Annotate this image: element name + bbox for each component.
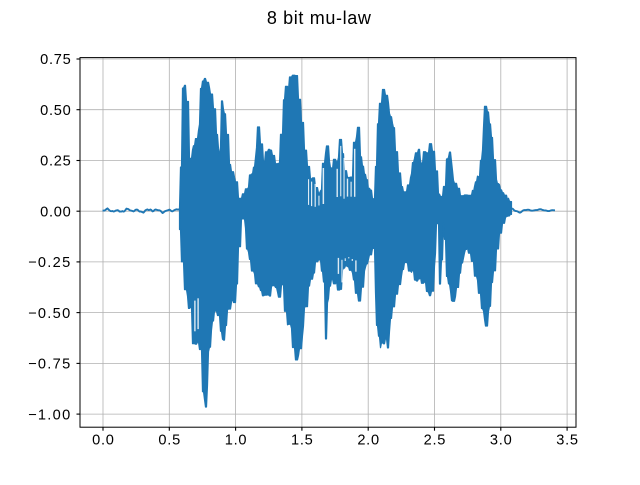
svg-text:0.5: 0.5 [158, 432, 181, 448]
svg-text:0.50: 0.50 [40, 103, 71, 119]
svg-text:2.5: 2.5 [424, 432, 447, 448]
svg-text:0.0: 0.0 [92, 432, 115, 448]
svg-text:1.5: 1.5 [291, 432, 314, 448]
svg-text:0.00: 0.00 [40, 204, 71, 220]
svg-text:0.25: 0.25 [40, 154, 71, 170]
svg-text:0.75: 0.75 [40, 52, 71, 68]
svg-text:−0.50: −0.50 [28, 306, 71, 322]
svg-text:2.0: 2.0 [357, 432, 380, 448]
svg-text:3.5: 3.5 [556, 432, 579, 448]
svg-text:3.0: 3.0 [490, 432, 513, 448]
svg-text:−1.00: −1.00 [28, 407, 71, 423]
svg-text:−0.75: −0.75 [28, 357, 71, 373]
svg-text:8 bit mu-law: 8 bit mu-law [267, 8, 372, 28]
svg-text:−0.25: −0.25 [28, 255, 71, 271]
svg-text:1.0: 1.0 [225, 432, 248, 448]
